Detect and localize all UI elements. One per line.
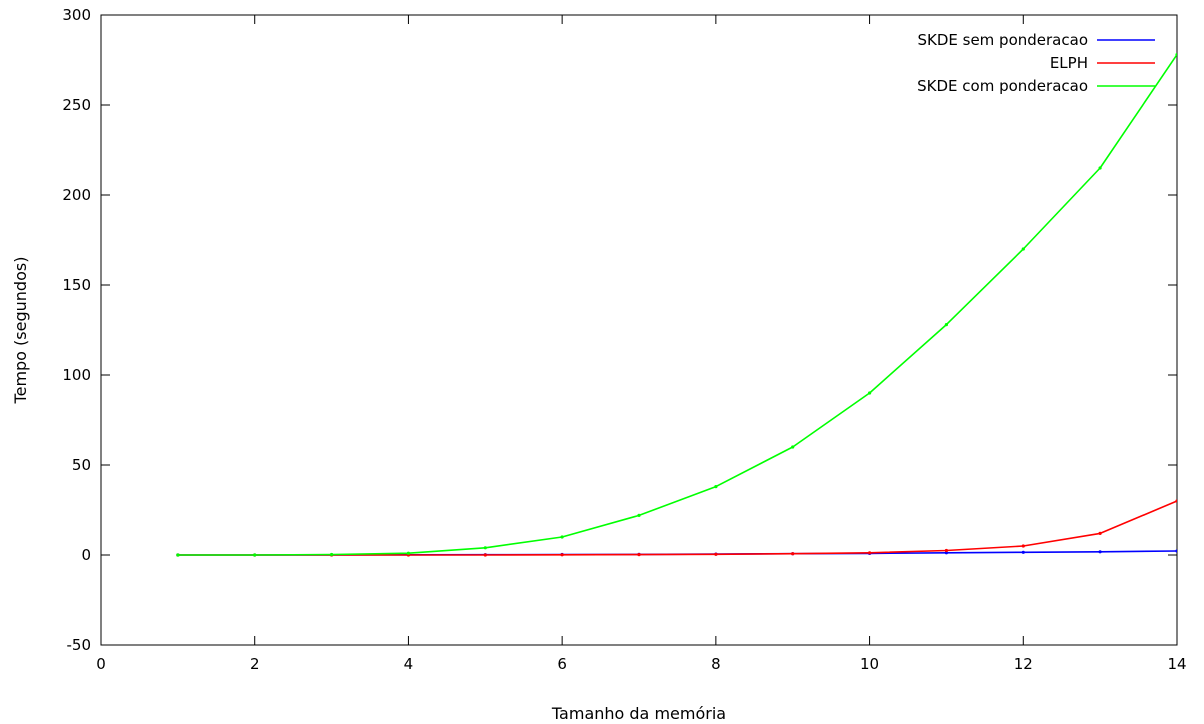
y-axis-label: Tempo (segundos): [11, 257, 30, 405]
series-2-point: [868, 551, 872, 555]
legend-label: SKDE sem ponderacao: [917, 31, 1088, 49]
x-tick-label: 14: [1167, 655, 1186, 673]
series-2-point: [560, 553, 564, 557]
x-tick-label: 4: [404, 655, 414, 673]
series-2-point: [1098, 531, 1102, 536]
x-axis-label: Tamanho da memória: [551, 704, 726, 723]
series-2-point: [1175, 499, 1177, 503]
x-tick-label: 0: [96, 655, 106, 673]
y-tick-label: 100: [62, 366, 91, 384]
series-3-point: [1098, 166, 1102, 170]
series-1-point: [1175, 549, 1177, 553]
x-tick-label: 12: [1014, 655, 1033, 673]
legend-label: SKDE com ponderacao: [917, 77, 1088, 95]
y-tick-label: -50: [67, 636, 92, 654]
series-3-point: [406, 551, 410, 555]
series-2-point: [714, 552, 718, 556]
series-2-point: [637, 553, 641, 557]
legend-label: ELPH: [1050, 54, 1088, 72]
y-tick-label: 150: [62, 276, 91, 294]
y-tick-label: 0: [81, 546, 91, 564]
series-layer: [176, 53, 1177, 557]
series-3-point: [1175, 53, 1177, 57]
x-tick-label: 10: [860, 655, 879, 673]
series-1-point: [1098, 550, 1102, 554]
y-tick-label: 200: [62, 186, 91, 204]
series-3-point: [483, 546, 487, 550]
series-3-point: [176, 553, 180, 557]
series-3-point: [944, 323, 949, 327]
y-tick-label: 50: [72, 456, 91, 474]
series-1-point: [1021, 550, 1025, 554]
series-3-point: [868, 391, 872, 395]
x-tick-label: 6: [557, 655, 567, 673]
series-3-point: [330, 552, 334, 557]
x-tick-label: 2: [250, 655, 260, 673]
series-3-point: [253, 553, 257, 557]
y-tick-label: 250: [62, 96, 91, 114]
series-3-point: [714, 485, 718, 489]
series-2-point: [791, 552, 795, 556]
y-tick-label: 300: [62, 6, 91, 24]
series-line-3: [177, 54, 1177, 556]
x-tick-label: 8: [711, 655, 721, 673]
series-2-point: [1021, 544, 1025, 548]
series-3-point: [637, 513, 641, 518]
series-2-point: [944, 548, 949, 553]
series-2-point: [483, 553, 487, 557]
plot-frame: [100, 14, 1178, 646]
series-line-2: [177, 500, 1177, 556]
series-3-point: [560, 535, 564, 539]
series-1-point: [944, 551, 949, 555]
series-3-point: [1021, 247, 1025, 251]
legend: SKDE sem ponderacao ELPH SKDE com ponderac…: [917, 31, 1155, 95]
series-3-point: [791, 445, 795, 449]
